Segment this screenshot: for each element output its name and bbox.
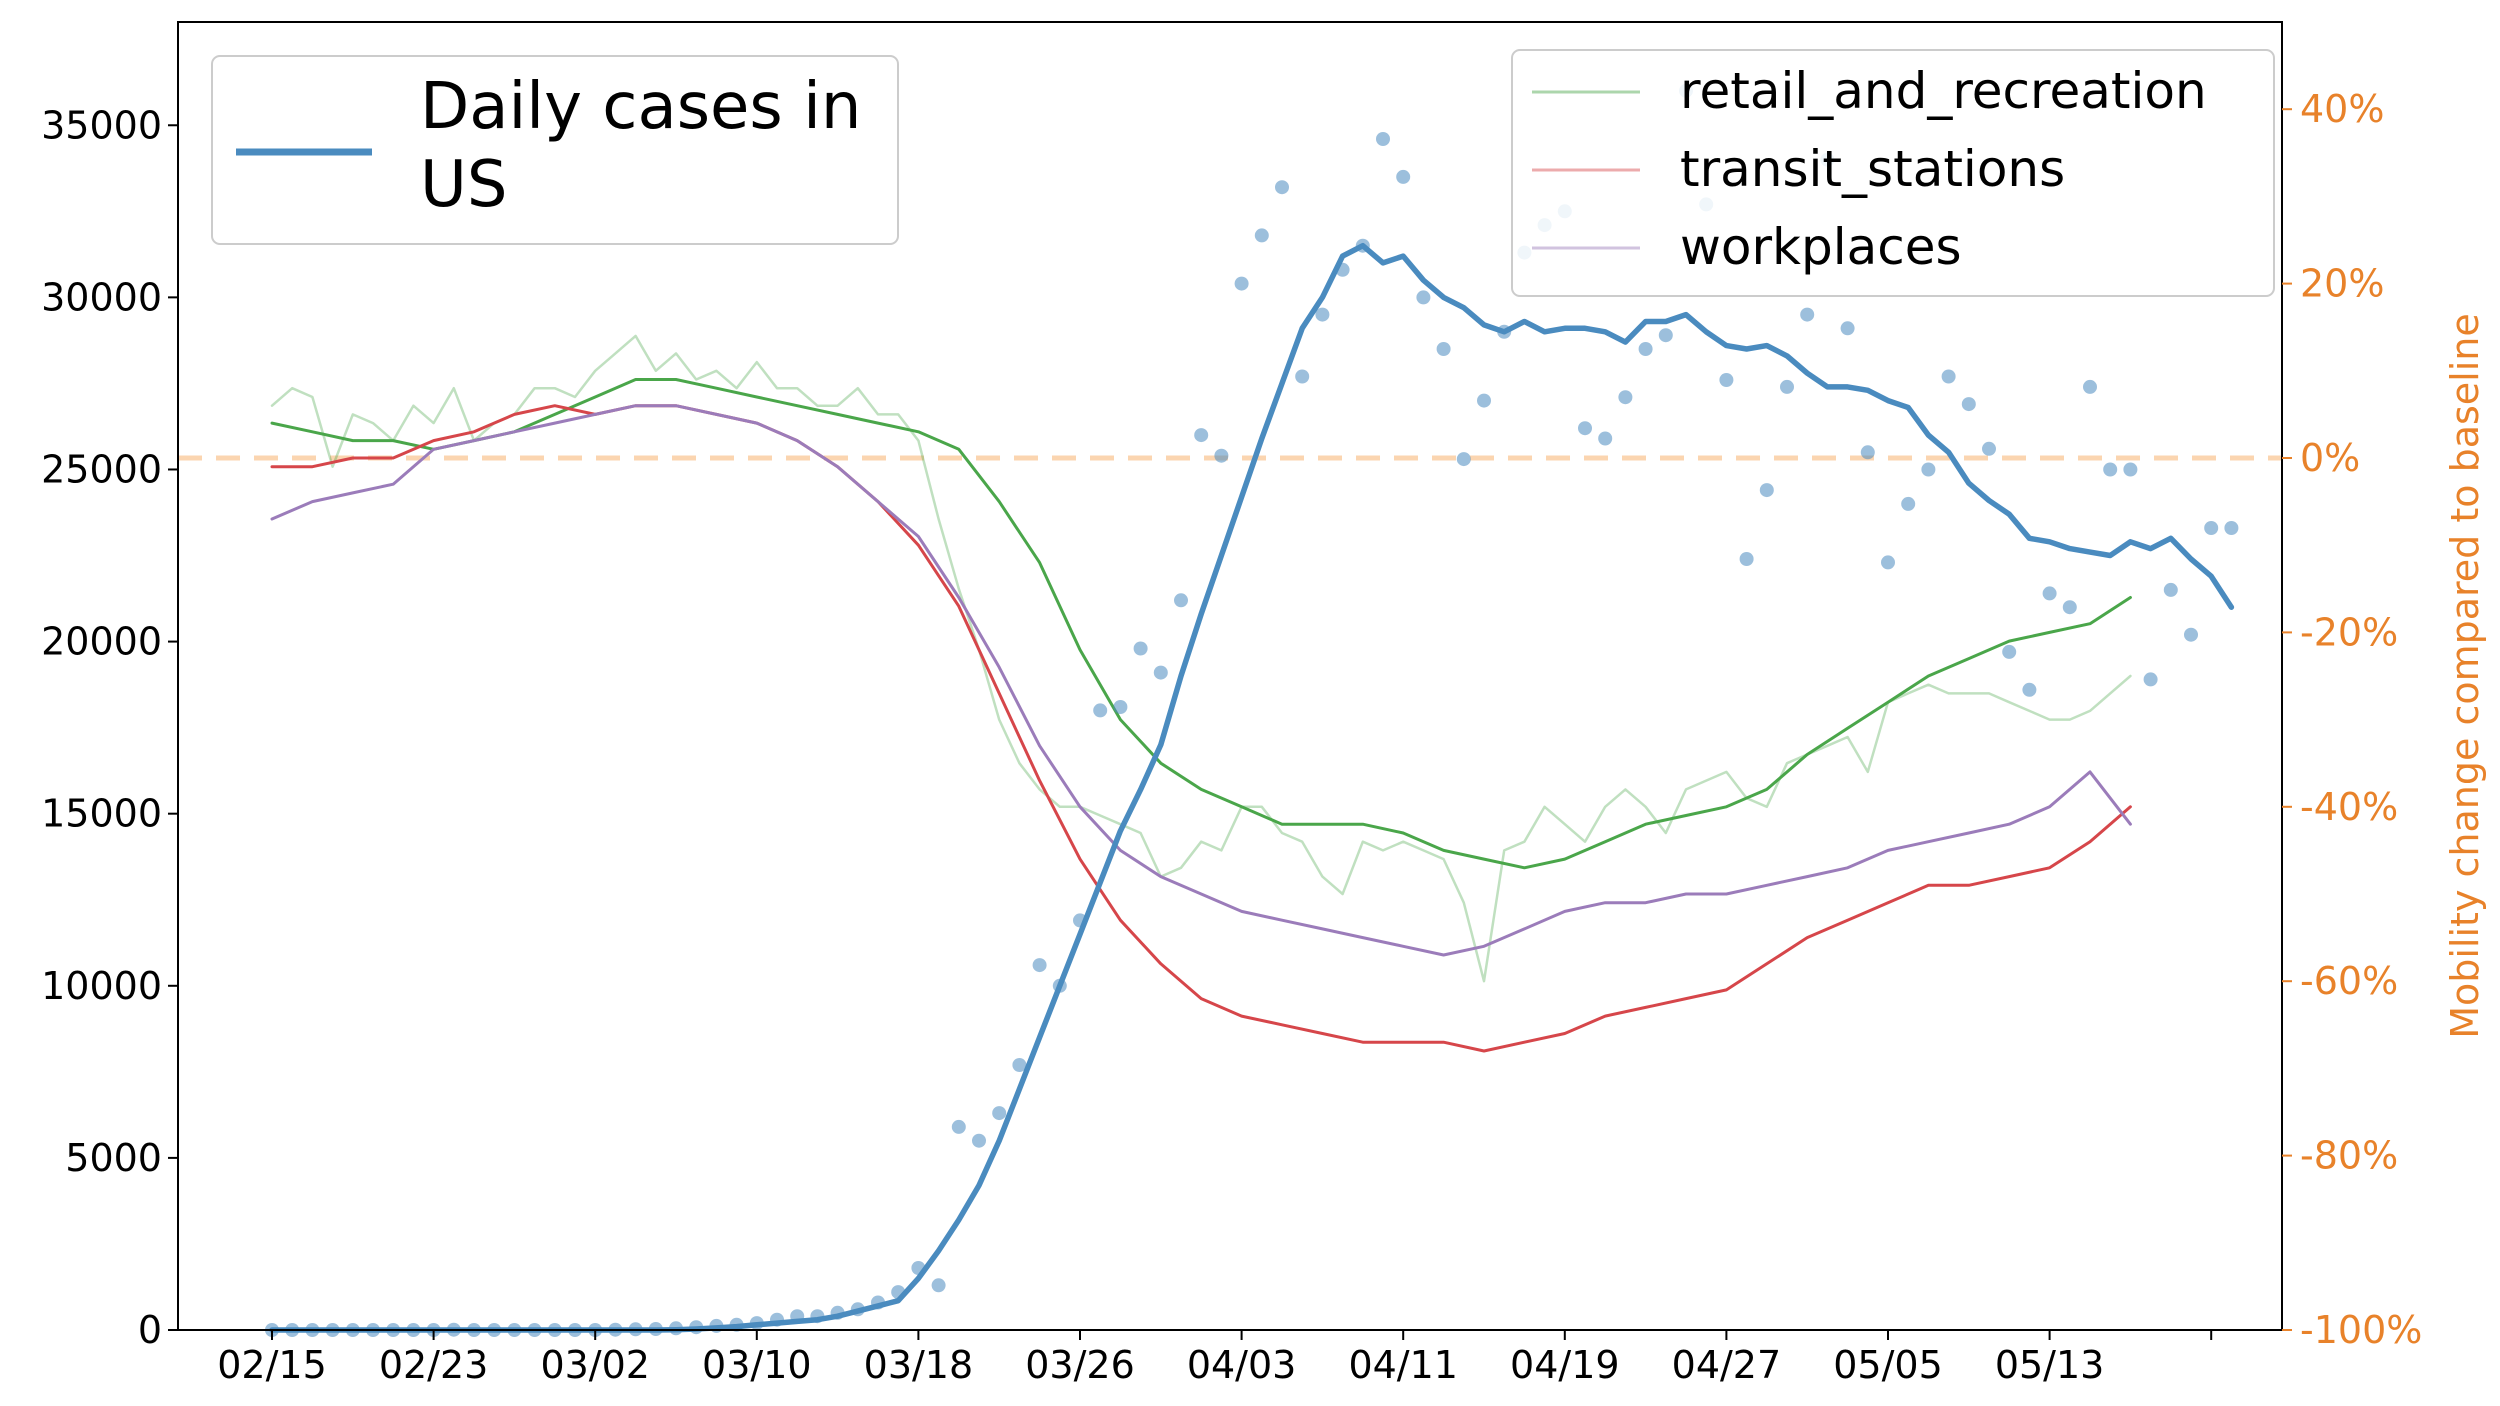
cases-point	[2062, 600, 2077, 615]
plot-frame	[177, 21, 2283, 1331]
legend-cases-label-line2: US	[420, 148, 507, 222]
cases-point	[1658, 328, 1673, 343]
cases-point	[1153, 665, 1168, 680]
y-tick-label: 0	[138, 1308, 162, 1352]
cases-point	[1719, 373, 1734, 387]
cases-point	[1456, 452, 1471, 467]
y2-tick-label: -80%	[2300, 1134, 2398, 1178]
y-tick-label: 25000	[41, 447, 162, 491]
x-tick-label: 04/27	[1672, 1343, 1782, 1387]
cases-point	[1941, 369, 1956, 384]
cases-point	[1578, 421, 1592, 436]
cases-point	[1800, 307, 1815, 322]
x-tick-label: 05/05	[1833, 1343, 1943, 1387]
x-tick-label: 04/19	[1510, 1343, 1620, 1387]
retail-daily-line	[270, 334, 2132, 983]
y-tick-label: 30000	[41, 275, 162, 319]
cases-point	[1921, 462, 1936, 477]
x-tick-label: 05/13	[1995, 1343, 2105, 1387]
cases-point	[1194, 428, 1209, 443]
cases-point	[1739, 552, 1754, 566]
cases-point	[1234, 276, 1249, 291]
cases-point	[1376, 132, 1390, 146]
x-tick-label: 03/10	[702, 1343, 812, 1387]
y-tick-label: 5000	[65, 1136, 162, 1180]
cases-point	[2163, 582, 2178, 597]
cases-point	[2224, 521, 2239, 535]
x-tick-label: 02/15	[217, 1343, 327, 1387]
cases-point	[2002, 644, 2017, 659]
cases-point	[1315, 307, 1330, 322]
cases-point	[1638, 342, 1653, 356]
legend-cases-label-line1: Daily cases in	[420, 70, 861, 144]
cases-point	[1961, 397, 1976, 412]
y2-tick-label: 0%	[2300, 436, 2360, 480]
x-tick-label: 03/02	[540, 1343, 650, 1387]
transit-line	[270, 404, 2132, 1053]
cases-point	[2022, 682, 2037, 697]
cases-point	[1214, 448, 1229, 463]
cases-point	[2123, 462, 2138, 477]
cases-point	[2184, 627, 2198, 642]
cases-point	[1174, 593, 1188, 608]
y-tick-label: 15000	[41, 792, 162, 836]
cases-point	[1860, 445, 1875, 460]
cases-point	[1133, 641, 1148, 656]
y2-tick-label: -20%	[2300, 610, 2398, 654]
y2-tick-label: -60%	[2300, 959, 2398, 1003]
legend-label-retail_and_recreation: retail_and_recreation	[1680, 62, 2207, 120]
y2-tick-label: -100%	[2300, 1308, 2422, 1352]
y-tick-label: 35000	[41, 103, 162, 147]
cases-point	[1396, 169, 1411, 184]
cases-point	[1254, 228, 1269, 243]
cases-point	[1093, 703, 1108, 718]
cases-point	[1295, 369, 1310, 384]
retail-line	[270, 378, 2132, 870]
cases-point	[1901, 496, 1916, 511]
x-tick-label: 03/18	[864, 1343, 974, 1387]
cases-point	[1012, 1058, 1027, 1072]
y2-tick-label: -40%	[2300, 785, 2398, 829]
cases-point	[1113, 700, 1128, 714]
cases-point	[1759, 483, 1774, 498]
y-tick-label: 20000	[41, 620, 162, 664]
cases-point	[951, 1119, 966, 1134]
cases-point	[1477, 393, 1491, 408]
cases-point	[1436, 342, 1451, 356]
cases-point	[931, 1278, 946, 1293]
cases-point	[2204, 521, 2219, 535]
y2-tick-label: 20%	[2300, 262, 2384, 306]
cases-point	[1982, 441, 1996, 456]
y2-tick-label: 40%	[2300, 87, 2384, 131]
workplaces-line	[270, 404, 2132, 957]
cases-point	[1840, 321, 1855, 336]
legend-left-box	[211, 55, 899, 245]
cases-point	[1416, 290, 1431, 305]
x-tick-label: 04/11	[1348, 1343, 1458, 1387]
cases-point	[2083, 379, 2097, 394]
cases-point	[1780, 379, 1794, 394]
cases-point	[1032, 958, 1047, 973]
cases-point	[1598, 431, 1613, 446]
cases-point	[2143, 672, 2158, 687]
y-tick-label: 10000	[41, 964, 162, 1008]
legend-label-workplaces: workplaces	[1680, 218, 1962, 276]
x-tick-label: 04/03	[1187, 1343, 1297, 1387]
cases-point	[2042, 586, 2057, 601]
cases-point	[1618, 390, 1633, 405]
x-tick-label: 03/26	[1025, 1343, 1135, 1387]
cases-point	[1275, 180, 1289, 195]
y2-axis-label: Mobility change compared to baseline	[2443, 313, 2487, 1039]
cases-point	[2103, 462, 2118, 477]
cases-point	[1881, 555, 1895, 570]
cases-point	[992, 1106, 1007, 1121]
cases-point	[972, 1133, 986, 1148]
axes-layer: 0 5000 10000 15000 20000 25000 30000 35000 -100%…	[41, 21, 2487, 1387]
x-tick-label: 02/23	[379, 1343, 489, 1387]
legend-label-transit_stations: transit_stations	[1680, 140, 2065, 198]
legend-right-box	[1511, 49, 2275, 297]
